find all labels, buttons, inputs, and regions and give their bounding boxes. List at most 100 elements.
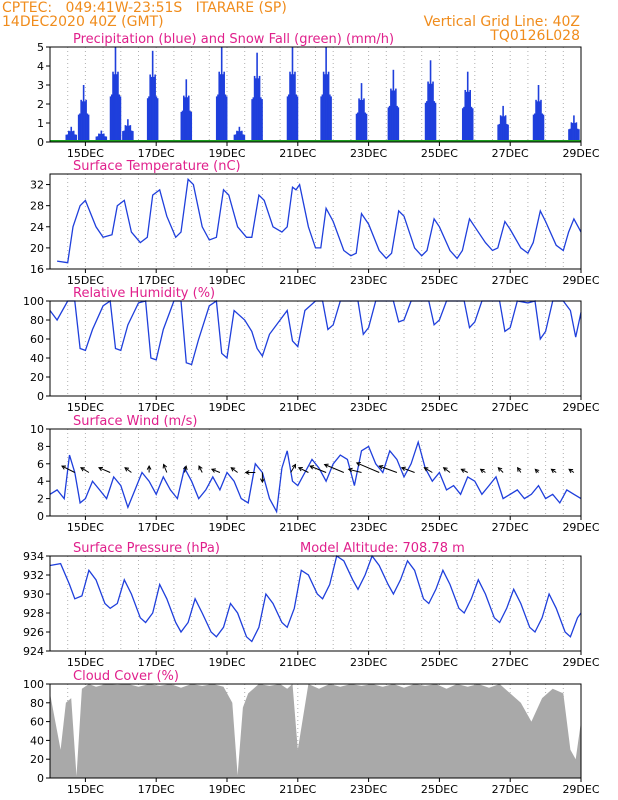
y-tick-label: 930 <box>23 588 44 601</box>
precip-bar <box>224 94 227 142</box>
x-tick-label: 15DEC <box>67 401 104 414</box>
x-tick-label: 19DEC <box>208 656 245 669</box>
precip-bar <box>223 71 225 142</box>
precip-bar <box>119 96 122 142</box>
precip-bar <box>427 81 429 142</box>
precip-bar <box>535 99 537 142</box>
wind-arrow-shaft <box>198 465 203 473</box>
cloud-cover-area <box>50 684 581 778</box>
wind-arrow-shaft <box>401 467 415 473</box>
precip-bar <box>261 99 263 142</box>
wind-arrow-head <box>183 465 188 471</box>
precip-bar <box>130 130 133 142</box>
precip-bar <box>215 96 218 142</box>
y-tick-label: 928 <box>23 607 44 620</box>
x-tick-label: 29DEC <box>562 783 599 796</box>
wind-arrow-head <box>260 478 265 484</box>
y-tick-label: 2 <box>37 493 44 506</box>
temp-panel: 16 20 24 28 32 15DEC 17DEC 19DEC 21DEC 23DEC 25DEC… <box>30 159 600 287</box>
x-tick-label: 25DEC <box>421 401 458 414</box>
precip-bar <box>146 98 149 142</box>
precip-bar <box>65 134 68 142</box>
precip-bar <box>364 112 367 142</box>
x-tick-label: 19DEC <box>208 147 245 160</box>
precip-bar <box>187 95 190 142</box>
wind-arrow-head <box>479 468 485 474</box>
x-tick-label: 17DEC <box>138 274 175 287</box>
precip-bar <box>103 133 105 142</box>
precip-bar <box>469 89 471 142</box>
wind-arrow-head <box>355 462 361 467</box>
wind-arrow-shaft <box>290 464 296 473</box>
y-tick-label: 80 <box>30 697 44 710</box>
y-tick-label: 80 <box>30 314 44 327</box>
precip-bar <box>466 71 469 142</box>
wind-arrow-head <box>198 465 203 471</box>
precip-bar <box>149 74 151 142</box>
y-tick-label: 28 <box>30 200 44 213</box>
y-tick-label: 10 <box>30 423 44 436</box>
precip-bar <box>252 97 255 142</box>
y-tick-label: 40 <box>30 734 44 747</box>
precip-bar <box>434 102 437 142</box>
precip-bar <box>541 113 544 142</box>
precip-bar <box>324 74 326 142</box>
precip-bar <box>428 83 431 142</box>
precip-bar <box>87 114 90 142</box>
wind-arrow-shaft <box>379 465 398 473</box>
wind-arrow-head <box>61 465 66 470</box>
precip-bar <box>497 124 499 142</box>
y-tick-label: 3 <box>37 79 44 92</box>
x-tick-label: 29DEC <box>562 521 599 534</box>
x-tick-label: 15DEC <box>67 783 104 796</box>
x-tick-label: 29DEC <box>562 656 599 669</box>
precip-bar <box>82 85 85 142</box>
wind-arrow-shaft <box>424 467 433 473</box>
temp-series-line <box>57 177 582 264</box>
precip-bar <box>430 83 433 142</box>
precip-bar <box>464 89 467 142</box>
precip-bar <box>241 130 243 142</box>
precip-bar <box>255 78 257 142</box>
x-tick-label: 25DEC <box>421 147 458 160</box>
x-tick-label: 15DEC <box>67 274 104 287</box>
precip-bar <box>180 111 183 142</box>
x-tick-label: 23DEC <box>350 656 387 669</box>
pressure-series-line <box>49 554 582 643</box>
precip-bar <box>122 131 124 142</box>
precip-bar <box>390 88 392 142</box>
x-tick-label: 23DEC <box>350 401 387 414</box>
wind-arrow-shaft <box>461 468 468 473</box>
x-tick-label: 17DEC <box>138 521 175 534</box>
y-tick-label: 2 <box>37 98 44 111</box>
y-tick-label: 100 <box>23 295 44 308</box>
precip-bar <box>465 91 468 142</box>
wind-arrow-head <box>124 467 130 472</box>
y-tick-label: 20 <box>30 753 44 766</box>
x-tick-label: 21DEC <box>279 521 316 534</box>
precip-bar <box>325 47 327 142</box>
precip-bar <box>363 98 365 142</box>
wind-arrow-head <box>309 465 315 470</box>
wind-arrow-head <box>568 468 574 474</box>
precip-bar <box>570 122 573 142</box>
precip-bar <box>463 106 465 142</box>
precip-panel: 0 1 2 3 4 5 15DEC 17DEC 19DEC 21DEC 23DEC 25DEC 27DE… <box>37 32 600 160</box>
precip-bar <box>569 128 572 142</box>
precip-bar <box>98 133 100 142</box>
x-tick-label: 29DEC <box>562 401 599 414</box>
precip-bar <box>537 85 540 142</box>
precip-bar <box>534 113 536 142</box>
precip-bar <box>574 123 576 142</box>
precip-bar <box>426 101 428 142</box>
temp-title: Surface Temperature (nC) <box>73 159 241 174</box>
wind-arrow-head <box>297 467 303 472</box>
precip-bar <box>321 94 324 142</box>
precip-bar <box>243 134 246 142</box>
precip-bar <box>109 96 112 142</box>
wind-arrow-head <box>497 466 503 472</box>
precip-bar <box>129 125 132 142</box>
x-tick-label: 27DEC <box>492 783 529 796</box>
y-tick-label: 0 <box>37 772 44 785</box>
